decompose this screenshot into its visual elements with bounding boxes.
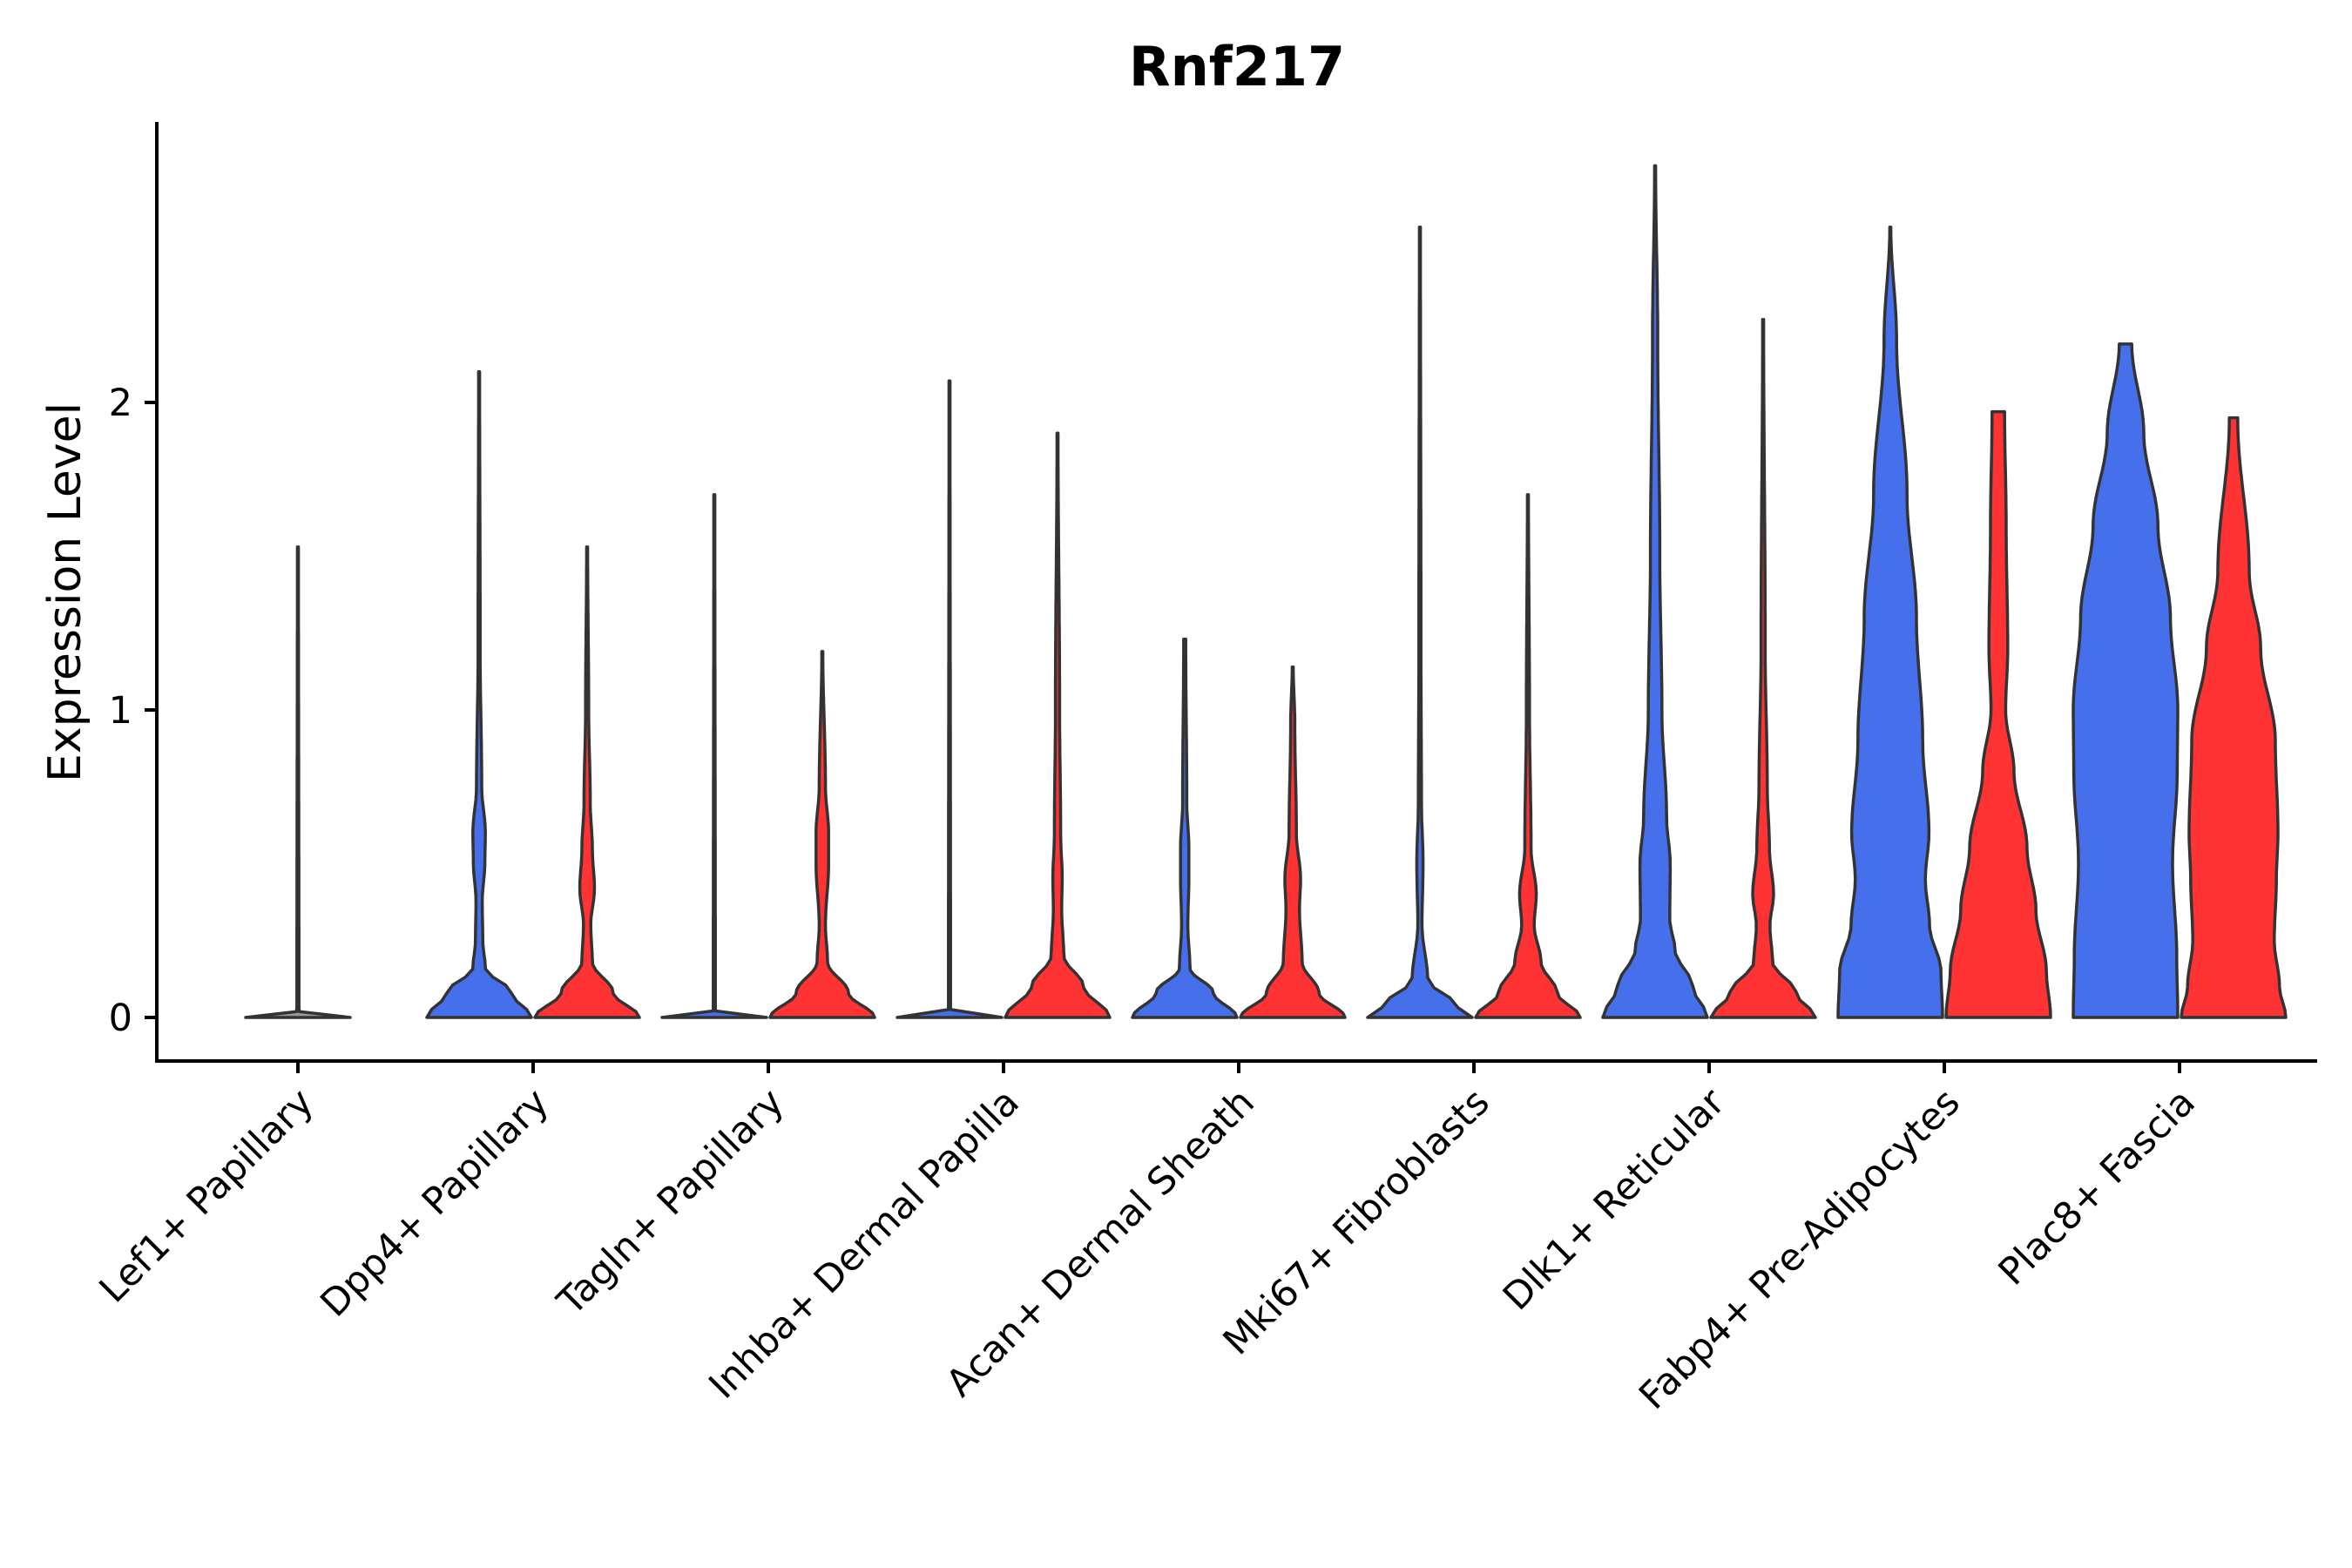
x-tick-label: Tagln+ Papillary	[549, 1080, 793, 1324]
chart-title: Rnf217	[1129, 35, 1345, 98]
violin-blue-9	[2072, 342, 2180, 1019]
x-tick-label: Lef1+ Papillary	[91, 1080, 322, 1311]
violin-blue-5	[1131, 638, 1239, 1019]
violin-red-6	[1474, 493, 1582, 1019]
violin-red-8	[1944, 409, 2052, 1019]
y-tick-label: 0	[109, 997, 132, 1040]
violin-blue-2	[425, 369, 533, 1019]
y-tick-label: 2	[109, 382, 132, 425]
y-axis-label: Expression Level	[39, 402, 91, 782]
violin-blue-8	[1836, 226, 1944, 1019]
violin-red-3	[768, 650, 876, 1019]
violin-blue-1	[244, 545, 352, 1019]
violin-red-5	[1239, 665, 1347, 1019]
violin-layer	[244, 164, 2288, 1019]
x-tick-label: Mki67+ Fibroblasts	[1215, 1080, 1498, 1363]
violin-blue-7	[1601, 164, 1709, 1019]
violin-red-7	[1709, 317, 1817, 1019]
y-axis-ticks: 0 1 2	[109, 382, 157, 1040]
violin-blue-3	[660, 493, 768, 1019]
x-tick-label: Plac8+ Fascia	[1990, 1080, 2204, 1294]
violin-red-2	[533, 545, 641, 1019]
violin-red-4	[1004, 431, 1112, 1019]
violin-red-9	[2180, 416, 2288, 1019]
y-tick-label: 1	[109, 689, 132, 733]
x-tick-label: Dlk1+ Reticular	[1495, 1080, 1734, 1319]
violin-blue-6	[1366, 226, 1474, 1019]
violin-blue-4	[896, 379, 1004, 1019]
x-tick-label: Dpp4+ Papillary	[313, 1080, 558, 1325]
